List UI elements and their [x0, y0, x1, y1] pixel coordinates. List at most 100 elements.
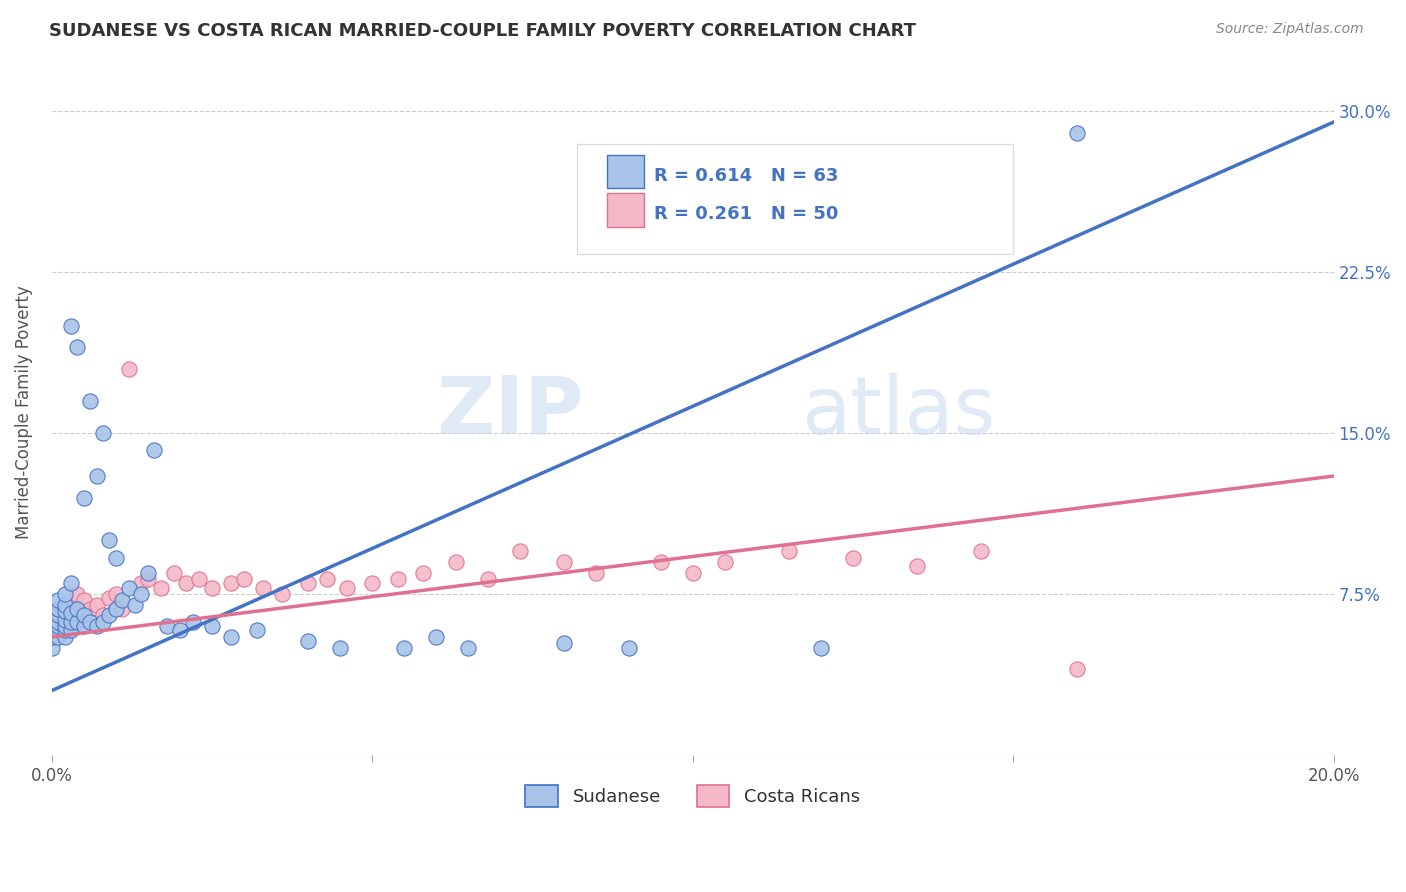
Point	[136, 572, 159, 586]
Point	[53, 619, 76, 633]
Point	[682, 566, 704, 580]
Point	[73, 608, 96, 623]
FancyBboxPatch shape	[607, 193, 644, 227]
Point	[53, 587, 76, 601]
Point	[79, 602, 101, 616]
Point	[59, 598, 82, 612]
Point	[66, 340, 89, 354]
Text: SUDANESE VS COSTA RICAN MARRIED-COUPLE FAMILY POVERTY CORRELATION CHART: SUDANESE VS COSTA RICAN MARRIED-COUPLE F…	[49, 22, 917, 40]
Point	[86, 619, 108, 633]
Point	[444, 555, 467, 569]
Point	[104, 602, 127, 616]
FancyBboxPatch shape	[607, 154, 644, 188]
Text: atlas: atlas	[801, 373, 995, 450]
Text: R = 0.261   N = 50: R = 0.261 N = 50	[654, 205, 838, 223]
Point	[297, 634, 319, 648]
Point	[73, 608, 96, 623]
Point	[53, 604, 76, 618]
Text: R = 0.614   N = 63: R = 0.614 N = 63	[654, 167, 838, 185]
Point	[425, 630, 447, 644]
Point	[136, 566, 159, 580]
Y-axis label: Married-Couple Family Poverty: Married-Couple Family Poverty	[15, 285, 32, 539]
Point	[233, 572, 256, 586]
Point	[98, 533, 121, 548]
Point	[41, 615, 63, 629]
Point	[131, 587, 153, 601]
Text: ZIP: ZIP	[436, 373, 583, 450]
Point	[252, 581, 274, 595]
Point	[53, 630, 76, 644]
Point	[118, 581, 141, 595]
Point	[59, 318, 82, 333]
Point	[394, 640, 416, 655]
Point	[149, 581, 172, 595]
Point	[73, 619, 96, 633]
Point	[124, 598, 146, 612]
Point	[412, 566, 434, 580]
Point	[361, 576, 384, 591]
Point	[176, 576, 198, 591]
Point	[316, 572, 339, 586]
Point	[59, 576, 82, 591]
Point	[91, 615, 114, 629]
Text: Source: ZipAtlas.com: Source: ZipAtlas.com	[1216, 22, 1364, 37]
Point	[104, 550, 127, 565]
Point	[91, 608, 114, 623]
Point	[46, 593, 69, 607]
Point	[188, 572, 211, 586]
Point	[143, 443, 166, 458]
Point	[59, 615, 82, 629]
Point	[86, 598, 108, 612]
Point	[46, 630, 69, 644]
Point	[79, 615, 101, 629]
Point	[553, 636, 575, 650]
Point	[79, 394, 101, 409]
Point	[201, 619, 224, 633]
Point	[169, 624, 191, 638]
Legend: Sudanese, Costa Ricans: Sudanese, Costa Ricans	[519, 778, 868, 814]
Point	[41, 624, 63, 638]
Point	[553, 555, 575, 569]
Point	[41, 640, 63, 655]
Point	[66, 615, 89, 629]
Point	[59, 624, 82, 638]
Point	[905, 559, 928, 574]
Point	[219, 630, 242, 644]
Point	[1066, 662, 1088, 676]
Point	[162, 566, 184, 580]
Point	[46, 615, 69, 629]
Point	[66, 613, 89, 627]
Point	[46, 624, 69, 638]
Point	[73, 491, 96, 505]
Point	[810, 640, 832, 655]
Point	[329, 640, 352, 655]
Point	[86, 469, 108, 483]
Point	[41, 630, 63, 644]
Point	[53, 624, 76, 638]
Point	[98, 591, 121, 606]
Point	[201, 581, 224, 595]
Point	[66, 602, 89, 616]
Point	[46, 624, 69, 638]
Point	[59, 607, 82, 621]
Point	[650, 555, 672, 569]
Point	[41, 610, 63, 624]
Point	[53, 619, 76, 633]
Point	[66, 587, 89, 601]
Point	[46, 608, 69, 623]
Point	[778, 544, 800, 558]
Point	[41, 604, 63, 618]
Point	[98, 608, 121, 623]
Point	[585, 566, 607, 580]
FancyBboxPatch shape	[578, 144, 1014, 254]
Point	[41, 619, 63, 633]
Point	[477, 572, 499, 586]
Point	[53, 602, 76, 616]
Point	[41, 630, 63, 644]
Point	[53, 613, 76, 627]
Point	[46, 619, 69, 633]
Point	[156, 619, 179, 633]
Point	[617, 233, 640, 247]
Point	[219, 576, 242, 591]
Point	[131, 576, 153, 591]
